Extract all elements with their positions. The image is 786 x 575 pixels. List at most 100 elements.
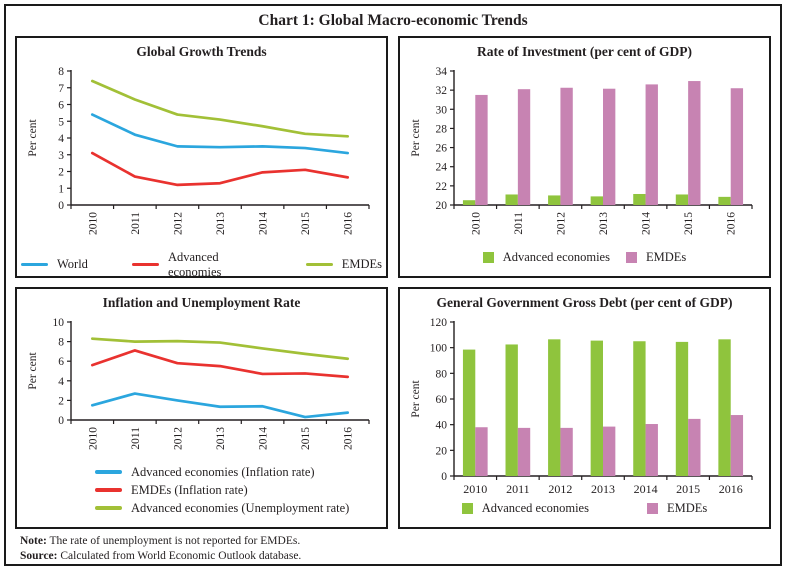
chart-figure-frame: Chart 1: Global Macro-economic Trends Gl… [4, 4, 782, 566]
svg-text:40: 40 [436, 419, 448, 431]
legend-item: Advanced economies [482, 250, 610, 265]
government-gross-debt-chart: 0 20 40 60 80 100 120 2010 2011 2012 2013 2014 2015 2… [410, 317, 753, 496]
svg-text:30: 30 [436, 104, 448, 116]
legend-item: Advanced economies (Inflation rate) [95, 465, 315, 480]
note-text: The rate of unemployment is not reported… [46, 535, 301, 548]
svg-text:8: 8 [58, 66, 64, 78]
svg-text:3: 3 [58, 149, 64, 161]
svg-text:100: 100 [430, 342, 448, 354]
svg-text:Per cent: Per cent [410, 379, 422, 417]
svg-text:2013: 2013 [215, 211, 227, 234]
legend-label: EMDEs [341, 257, 382, 272]
legend-line-swatch [95, 470, 122, 474]
main-title: Chart 1: Global Macro-economic Trends [258, 12, 528, 29]
note-label: Note: [20, 535, 47, 548]
legend-line-swatch [21, 262, 48, 267]
svg-text:2011: 2011 [130, 211, 142, 234]
panel-government-gross-debt: General Government Gross Debt (per cent … [398, 287, 771, 530]
legend-line-swatch [95, 488, 122, 492]
source-line: Source: Calculated from World Economic O… [20, 549, 771, 564]
svg-text:34: 34 [436, 66, 448, 78]
svg-text:2016: 2016 [343, 211, 355, 234]
svg-text:0: 0 [58, 415, 64, 427]
svg-text:20: 20 [436, 200, 448, 212]
source-text: Calculated from World Economic Outlook d… [57, 550, 302, 563]
panel-inflation-unemployment: Inflation and Unemployment Rate 0 2 4 6 8 10 2… [15, 287, 388, 530]
svg-text:2013: 2013 [591, 482, 615, 496]
svg-text:2: 2 [58, 166, 64, 178]
svg-text:28: 28 [436, 123, 448, 135]
svg-text:5: 5 [58, 116, 64, 128]
rate-of-investment-chart: 20 22 24 26 28 30 32 34 2010 2011 2012 2013 2014 2015… [410, 66, 753, 235]
svg-text:26: 26 [436, 142, 448, 154]
svg-text:80: 80 [436, 368, 448, 380]
svg-text:2012: 2012 [172, 426, 184, 449]
panel-rate-of-investment: Rate of Investment (per cent of GDP) 20 2… [398, 36, 771, 279]
svg-text:2015: 2015 [300, 426, 312, 449]
svg-text:120: 120 [430, 317, 448, 329]
legend-label: Advanced economies [167, 249, 222, 279]
legend: World Advanced economies EMDEs [21, 249, 382, 279]
svg-text:0: 0 [441, 471, 447, 483]
legend-line-swatch [305, 262, 333, 267]
svg-text:Per cent: Per cent [27, 118, 39, 156]
svg-text:Per cent: Per cent [27, 351, 39, 389]
svg-text:2010: 2010 [470, 211, 482, 234]
legend-item: EMDEs (Inflation rate) [95, 483, 248, 498]
svg-text:2011: 2011 [506, 482, 530, 496]
legend-square-swatch [482, 251, 494, 263]
legend: Advanced economies EMDEs [404, 250, 765, 265]
legend-item: World [21, 257, 88, 272]
legend-label: Advanced economies [481, 500, 589, 515]
svg-text:2016: 2016 [726, 211, 738, 234]
source-label: Source: [20, 550, 58, 563]
legend-square-swatch [461, 502, 473, 514]
svg-text:2012: 2012 [548, 482, 572, 496]
panel-global-growth-trends: Global Growth Trends 0 1 2 3 4 5 6 7 8 2010 2011 20… [15, 36, 388, 279]
legend: Advanced economies EMDEs [404, 501, 765, 516]
svg-text:10: 10 [53, 317, 65, 329]
note-line: Note: The rate of unemployment is not re… [20, 534, 771, 549]
svg-text:8: 8 [58, 336, 64, 348]
panel-title: Rate of Investment (per cent of GDP) [477, 44, 692, 60]
svg-text:0: 0 [58, 200, 64, 212]
svg-text:24: 24 [436, 161, 448, 173]
svg-text:2010: 2010 [87, 426, 99, 449]
svg-text:4: 4 [58, 133, 64, 145]
svg-text:2014: 2014 [634, 482, 658, 496]
legend-item: Advanced economies (Unemployment rate) [95, 501, 349, 516]
svg-text:2012: 2012 [555, 211, 567, 234]
svg-text:2011: 2011 [513, 211, 525, 234]
legend-label: World [57, 257, 88, 272]
legend-label: Advanced economies (Unemployment rate) [131, 500, 350, 515]
legend-square-swatch [646, 502, 658, 514]
legend-item: EMDEs [646, 500, 708, 516]
legend-label: EMDEs [666, 500, 708, 515]
svg-text:2011: 2011 [130, 426, 142, 449]
svg-text:32: 32 [436, 85, 448, 97]
svg-text:60: 60 [436, 394, 448, 406]
svg-text:2: 2 [58, 395, 64, 407]
svg-text:1: 1 [58, 183, 64, 195]
panel-title: General Government Gross Debt (per cent … [436, 295, 733, 311]
global-growth-trends-chart: 0 1 2 3 4 5 6 7 8 2010 2011 2012 2013 2014 2015 2016 Per… [27, 66, 370, 235]
legend-label: EMDEs (Inflation rate) [131, 482, 248, 497]
legend-item: EMDEs [305, 257, 382, 272]
svg-text:2015: 2015 [300, 211, 312, 234]
svg-text:2014: 2014 [258, 211, 270, 234]
legend: Advanced economies (Inflation rate) EMDEs… [21, 465, 382, 516]
legend-line-swatch [95, 506, 122, 510]
legend-label: EMDEs [645, 249, 687, 264]
svg-text:22: 22 [436, 181, 448, 193]
legend-line-swatch [131, 262, 159, 267]
inflation-unemployment-chart: 0 2 4 6 8 10 2010 2011 2012 2013 2014 2015 2016 Per c… [27, 317, 370, 450]
svg-text:2016: 2016 [343, 426, 355, 449]
legend-label: Advanced economies (Inflation rate) [131, 464, 315, 479]
svg-text:2012: 2012 [172, 211, 184, 234]
svg-text:4: 4 [58, 376, 64, 388]
svg-text:2014: 2014 [258, 426, 270, 449]
legend-item: Advanced economies [461, 500, 589, 516]
svg-text:Per cent: Per cent [410, 118, 422, 156]
svg-text:2016: 2016 [719, 482, 743, 496]
svg-text:7: 7 [58, 82, 64, 94]
